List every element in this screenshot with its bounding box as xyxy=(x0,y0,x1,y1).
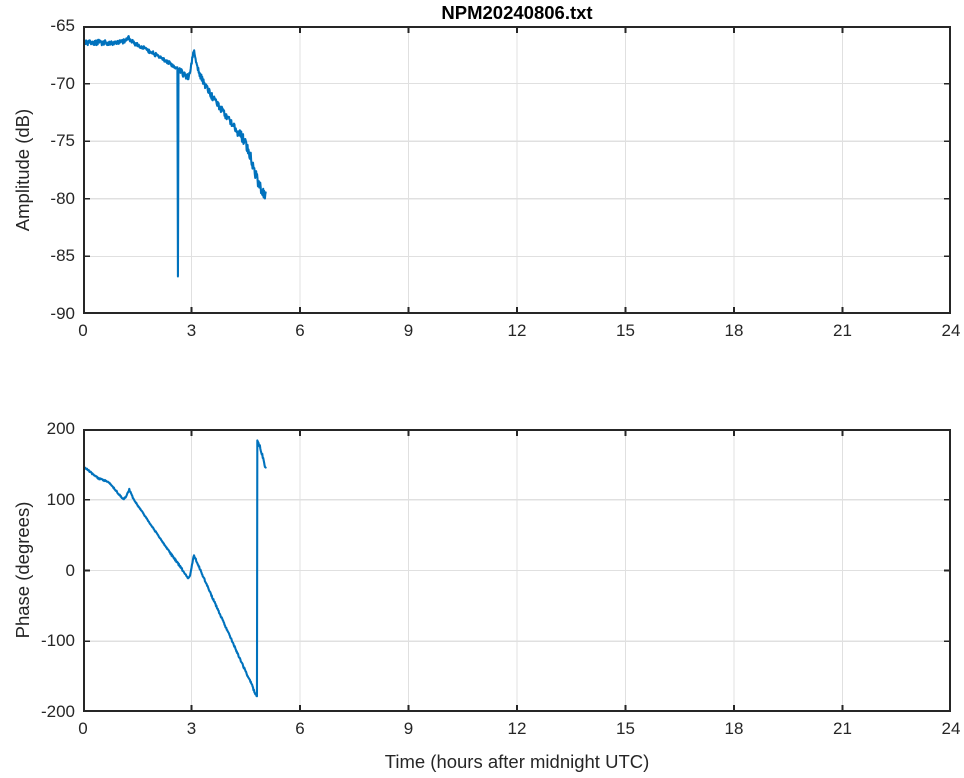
y-tick-label: -70 xyxy=(50,73,75,93)
x-tick-label: 9 xyxy=(403,719,414,738)
plot-title: NPM20240806.txt xyxy=(441,2,593,23)
x-tick-label: 21 xyxy=(833,719,852,738)
x-tick-label: 9 xyxy=(403,321,414,340)
time-axis-label: Time (hours after midnight UTC) xyxy=(384,751,650,772)
y-tick-label: -65 xyxy=(50,16,75,35)
x-tick-label: 18 xyxy=(724,719,744,738)
phase-subplot xyxy=(83,429,951,712)
x-tick-label: 3 xyxy=(186,719,197,738)
x-tick-label: 0 xyxy=(78,321,88,340)
x-tick-label: 3 xyxy=(186,321,197,340)
x-tick-label: 18 xyxy=(724,321,744,340)
x-tick-label: 12 xyxy=(507,321,527,340)
x-tick-label: 21 xyxy=(833,321,852,340)
npm-phase-line xyxy=(83,439,267,698)
y-tick-label: -85 xyxy=(50,246,75,266)
x-tick-label: 24 xyxy=(941,719,961,738)
x-tick-label: 6 xyxy=(295,719,305,738)
y-tick-label: 0 xyxy=(65,560,75,580)
y-tick-label: -75 xyxy=(50,131,75,151)
x-tick-label: 15 xyxy=(616,321,635,340)
x-tick-label: 0 xyxy=(78,719,88,738)
x-tick-label: 24 xyxy=(941,321,961,340)
x-tick-label: 12 xyxy=(507,719,527,738)
y-tick-label: 100 xyxy=(46,489,75,509)
y-tick-label: -80 xyxy=(50,188,75,208)
y-tick-label: -100 xyxy=(40,631,75,651)
y-tick-label: -90 xyxy=(50,304,75,323)
npm-amplitude-line xyxy=(83,35,267,278)
x-tick-label: 6 xyxy=(295,321,305,340)
amplitude-subplot xyxy=(83,26,951,314)
y-tick-label: -200 xyxy=(40,702,75,721)
amplitude-axis-label: Amplitude (dB) xyxy=(12,108,33,232)
x-tick-label: 15 xyxy=(616,719,635,738)
y-tick-label: 200 xyxy=(46,419,75,438)
